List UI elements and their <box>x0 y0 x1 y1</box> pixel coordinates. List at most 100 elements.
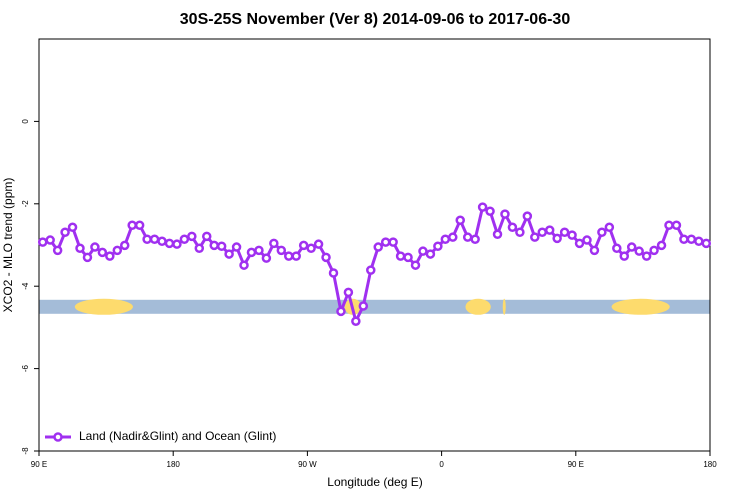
land-segment <box>465 298 491 315</box>
data-point <box>202 231 212 242</box>
data-point <box>179 234 190 244</box>
data-point <box>149 234 160 244</box>
data-point <box>544 225 555 235</box>
y-tick-label: -8 <box>21 447 30 455</box>
data-point <box>90 242 100 252</box>
data-point <box>142 234 152 244</box>
data-point <box>507 222 518 233</box>
data-point <box>559 227 570 237</box>
data-point <box>612 243 622 254</box>
legend-marker <box>53 432 63 442</box>
y-tick-label: -6 <box>21 364 30 372</box>
data-point <box>37 237 48 247</box>
data-point <box>105 251 115 261</box>
data-point <box>701 238 712 249</box>
data-point <box>119 240 130 251</box>
land-segment <box>502 298 506 315</box>
data-point <box>455 215 465 226</box>
data-point <box>164 238 175 249</box>
data-point <box>97 247 108 258</box>
data-point <box>410 260 421 270</box>
land-segment <box>611 298 670 315</box>
data-point <box>694 236 704 247</box>
data-point <box>269 238 279 249</box>
data-point <box>321 252 331 263</box>
data-point <box>440 234 451 244</box>
data-point <box>477 202 488 212</box>
data-point <box>343 287 354 298</box>
data-point <box>425 249 436 259</box>
data-point <box>679 234 689 244</box>
x-tick-label: 90 E <box>31 460 47 469</box>
data-point <box>634 246 644 256</box>
data-point <box>134 220 145 230</box>
x-tick-label: 180 <box>167 460 181 469</box>
data-point <box>567 230 577 240</box>
data-point <box>366 265 376 275</box>
data-point <box>470 234 480 244</box>
data-point <box>216 241 227 251</box>
data-point <box>433 241 443 251</box>
data-point <box>403 252 413 263</box>
data-point <box>395 251 406 261</box>
data-point <box>626 242 637 252</box>
x-tick-label: 0 <box>439 460 444 469</box>
data-point <box>67 222 78 233</box>
y-tick-label: -2 <box>21 200 30 208</box>
data-point <box>515 227 525 237</box>
data-point <box>358 301 369 311</box>
data-point <box>261 253 272 263</box>
data-point <box>597 227 607 237</box>
data-point <box>388 237 398 247</box>
data-point <box>112 245 123 256</box>
chart-title: 30S-25S November (Ver 8) 2014-09-06 to 2… <box>180 11 571 28</box>
data-point <box>656 240 667 251</box>
data-point <box>231 242 242 252</box>
data-point <box>276 245 287 256</box>
data-point <box>52 245 63 256</box>
data-point <box>522 211 533 221</box>
x-axis-label: Longitude (deg E) <box>327 475 422 489</box>
y-tick-label: -4 <box>21 282 30 290</box>
data-point <box>284 251 294 261</box>
data-point <box>641 251 652 261</box>
data-point <box>336 306 346 317</box>
y-tick-label: 0 <box>21 119 30 124</box>
data-point <box>380 237 391 247</box>
data-point <box>60 227 70 237</box>
y-axis-label: XCO2 - MLO trend (ppm) <box>1 178 15 313</box>
data-point <box>649 245 659 256</box>
data-point <box>75 243 85 254</box>
data-point <box>485 206 495 216</box>
data-point <box>686 234 697 244</box>
data-point <box>418 246 428 256</box>
data-point <box>194 243 205 254</box>
x-tick-label: 180 <box>703 460 717 469</box>
data-point <box>172 239 182 249</box>
data-point <box>537 227 547 237</box>
data-point <box>254 245 264 256</box>
data-point <box>328 268 339 278</box>
x-tick-label: 90 E <box>568 460 584 469</box>
data-point <box>291 251 301 261</box>
data-point <box>298 240 309 251</box>
data-point <box>492 229 503 240</box>
data-point <box>209 240 219 251</box>
data-point <box>127 220 137 230</box>
data-point <box>552 233 562 244</box>
data-point <box>306 243 316 254</box>
data-point <box>157 236 167 247</box>
x-tick-label: 90 W <box>298 460 317 469</box>
data-point <box>530 232 540 242</box>
data-point <box>619 251 630 261</box>
data-point <box>604 222 615 233</box>
data-point <box>45 235 55 245</box>
data-point <box>574 238 585 249</box>
data-point <box>246 247 257 258</box>
ocean-band <box>39 299 710 314</box>
data-point <box>664 220 674 230</box>
data-point <box>351 316 361 326</box>
data-point <box>582 235 592 245</box>
land-segment <box>74 298 133 315</box>
